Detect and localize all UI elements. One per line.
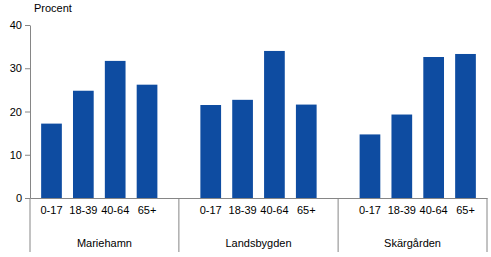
y-axis-title: Procent <box>34 2 72 14</box>
y-axis-line <box>30 26 31 199</box>
y-tick-mark <box>25 25 30 26</box>
y-tick: 10 <box>10 149 30 161</box>
y-tick: 0 <box>16 192 30 204</box>
x-tick: 40-64 <box>101 198 129 216</box>
x-tick: 18-39 <box>388 198 416 216</box>
chart: 0102030400-1718-3940-6465+0-1718-3940-64… <box>0 0 491 257</box>
group-labels: Mariehamn Landsbygden Skärgården <box>77 237 441 249</box>
x-tick: 40-64 <box>260 198 288 216</box>
y-tick-label: 20 <box>10 106 22 118</box>
y-tick-label: 10 <box>10 149 22 161</box>
x-tick: 18-39 <box>69 198 97 216</box>
x-tick-label: 18-39 <box>229 204 257 216</box>
bar <box>41 124 62 198</box>
x-tick: 65+ <box>297 198 316 216</box>
x-tick-label: 65+ <box>456 204 475 216</box>
x-tick-label: 65+ <box>297 204 316 216</box>
x-tick: 0-17 <box>40 198 62 216</box>
bar <box>105 61 126 198</box>
x-tick-label: 40-64 <box>420 204 448 216</box>
x-axis-line <box>31 198 488 199</box>
group-separator <box>338 198 339 252</box>
group-separator <box>487 198 488 252</box>
x-axis: 0-1718-3940-6465+0-1718-3940-6465+0-1718… <box>31 198 488 216</box>
x-tick: 65+ <box>456 198 475 216</box>
y-tick-label: 40 <box>10 19 22 31</box>
x-tick-label: 18-39 <box>388 204 416 216</box>
bar <box>391 115 412 198</box>
bar <box>360 134 381 198</box>
bar <box>296 105 317 198</box>
group-label: Mariehamn <box>77 237 132 249</box>
x-tick-label: 0-17 <box>200 204 222 216</box>
bar <box>455 54 476 198</box>
y-tick-mark <box>25 198 30 199</box>
x-tick-label: 40-64 <box>260 204 288 216</box>
group-label: Skärgården <box>384 237 441 249</box>
y-tick: 40 <box>10 19 30 31</box>
y-tick-mark <box>25 155 30 156</box>
x-tick: 0-17 <box>200 198 222 216</box>
bar <box>73 91 94 198</box>
x-tick-label: 0-17 <box>40 204 62 216</box>
y-tick-label: 30 <box>10 62 22 74</box>
y-axis: 0 10 20 30 40 <box>10 19 31 204</box>
bar <box>264 51 285 198</box>
y-tick-mark <box>25 112 30 113</box>
x-tick-label: 0-17 <box>359 204 381 216</box>
x-tick: 40-64 <box>420 198 448 216</box>
y-tick-mark <box>25 68 30 69</box>
x-tick-label: 40-64 <box>101 204 129 216</box>
bar <box>200 105 221 198</box>
group-separators <box>30 198 487 252</box>
y-tick: 20 <box>10 106 30 118</box>
x-tick: 65+ <box>138 198 157 216</box>
group-separator <box>30 198 31 252</box>
bar <box>137 85 158 198</box>
x-tick-label: 18-39 <box>69 204 97 216</box>
group-separator <box>178 198 179 252</box>
y-tick: 30 <box>10 62 30 74</box>
y-tick-label: 0 <box>16 192 22 204</box>
x-tick: 0-17 <box>359 198 381 216</box>
bar <box>423 57 444 198</box>
bars <box>41 51 476 198</box>
x-tick-label: 65+ <box>138 204 157 216</box>
group-label: Landsbygden <box>225 237 291 249</box>
bar <box>232 100 253 198</box>
x-tick: 18-39 <box>229 198 257 216</box>
